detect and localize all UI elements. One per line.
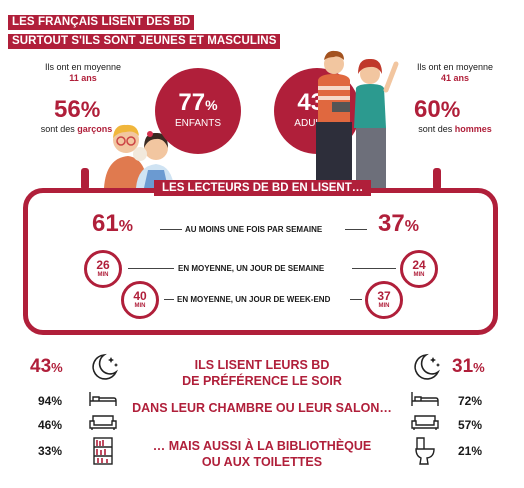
bed-icon-left [89,392,117,406]
frame-tab-left [81,168,89,190]
evening-adults-percent: 31% [452,356,485,377]
frame-tab-right [433,168,441,190]
sofa-icon-left [89,415,117,430]
children-boys-percent: 56% [54,96,101,123]
weekly-line-left [160,229,182,230]
moon-stars-icon-right [414,353,440,380]
children-circle: 77% ENFANTS [155,68,241,154]
weekend-line-right [350,299,362,300]
weekday-line-left [128,268,174,269]
weekend-kids-stopwatch-icon: 40 MIN [121,281,159,319]
bed-icon-right [411,392,439,406]
children-illustration [104,124,174,188]
evening-kids-percent: 43% [30,356,63,377]
toilet-icon [415,437,435,465]
weekday-kids-stopwatch-icon: 26 MIN [84,250,122,288]
bed-kids-percent: 94% [38,394,63,408]
evening-label: ILS LISENT LEURS BD DE PRÉFÉRENCE LE SOI… [182,358,342,388]
weekly-label: AU MOINS UNE FOIS PAR SEMAINE [185,225,323,234]
adults-illustration [316,50,399,190]
bookshelf-icon [93,437,113,465]
adults-average-age: Ils ont en moyenne 41 ans [416,62,494,83]
title-line-2: SURTOUT S'ILS SONT JEUNES ET MASCULINS [8,34,281,49]
sofa-adults-percent: 57% [458,418,483,432]
library-kids-percent: 33% [38,444,63,458]
moon-stars-icon-left [92,353,118,380]
weekday-line-right [352,268,396,269]
sofa-kids-percent: 46% [38,418,63,432]
library-label: … MAIS AUSSI À LA BIBLIOTHÈQUE OU AUX TO… [152,439,372,469]
weekly-adults-percent: 37% [378,210,419,237]
children-average-age: Ils ont en moyenne 11 ans [44,62,122,83]
weekend-adults-stopwatch-icon: 37 MIN [365,281,403,319]
toilet-adults-percent: 21% [458,444,483,458]
adults-men-percent: 60% [414,96,461,123]
frequency-banner: LES LECTEURS DE BD EN LISENT… [154,180,372,196]
weekly-kids-percent: 61% [92,210,133,237]
adults-men-label: sont des hommes [418,124,492,134]
children-boys-label: sont des garçons [40,124,113,134]
title-line-1: LES FRANÇAIS LISENT DES BD [8,15,195,30]
room-label: DANS LEUR CHAMBRE OU LEUR SALON… [132,401,392,415]
weekly-line-right [345,229,367,230]
page-title: LES FRANÇAIS LISENT DES BD SURTOUT S'ILS… [8,12,281,50]
weekend-label: EN MOYENNE, UN JOUR DE WEEK-END [177,295,331,304]
weekday-adults-stopwatch-icon: 24 MIN [400,250,438,288]
weekend-line-left [164,299,174,300]
weekday-label: EN MOYENNE, UN JOUR DE SEMAINE [178,264,325,273]
sofa-icon-right [411,415,439,430]
bed-adults-percent: 72% [458,394,483,408]
